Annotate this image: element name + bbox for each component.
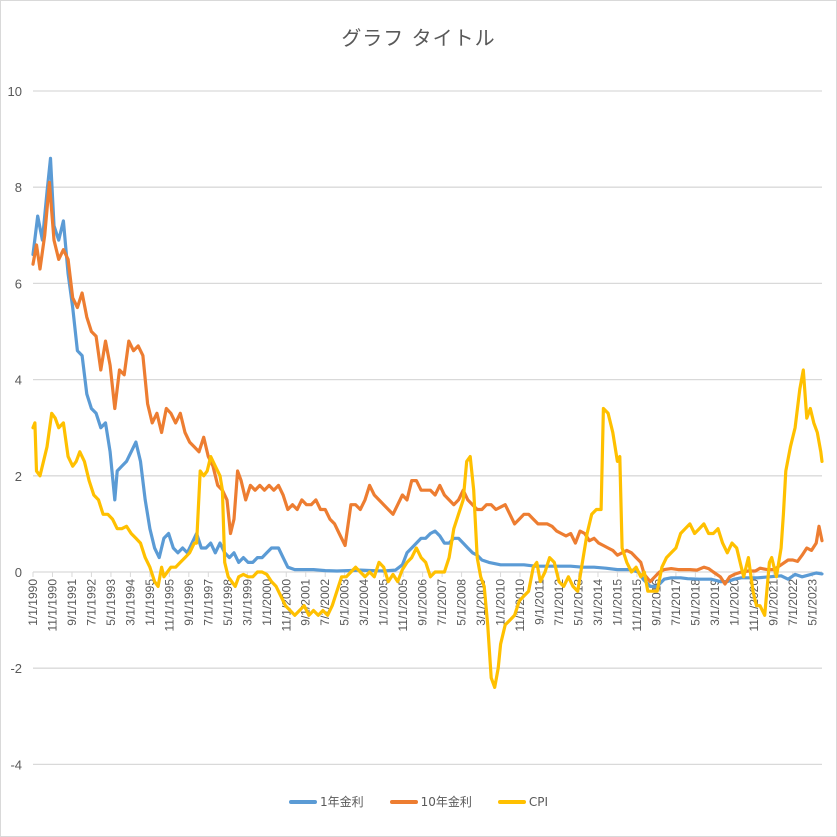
x-tick-label: 9/1/2001 (299, 579, 313, 626)
legend-swatch-1y (288, 799, 317, 804)
x-tick-label: 7/1/1992 (84, 579, 98, 626)
x-tick-label: 7/1/2022 (786, 579, 800, 626)
y-tick-label: -2 (10, 661, 22, 676)
x-tick-label: 1/1/2000 (260, 579, 274, 626)
x-tick-label: 5/1/1998 (221, 579, 235, 626)
x-tick-label: 9/1/2021 (766, 579, 780, 626)
x-tick-label: 1/1/2010 (494, 579, 508, 626)
x-tick-label: 1/1/1990 (26, 579, 40, 626)
x-tick-label: 5/1/2008 (455, 579, 469, 626)
x-tick-label: 11/1/1995 (162, 579, 176, 632)
series-lines (31, 156, 824, 690)
legend-item-cpi[interactable]: CPI (497, 793, 549, 810)
y-axis-labels: 10 8 6 4 2 0 -2 -4 (8, 84, 22, 772)
legend-item-1y[interactable]: 1年金利 (288, 793, 364, 810)
x-tick-label: 3/1/2004 (357, 579, 371, 626)
y-tick-label: 4 (15, 373, 22, 388)
legend-label-1y: 1年金利 (319, 795, 364, 809)
x-tick-label: 5/1/2023 (805, 579, 819, 626)
series-line-2 (31, 368, 824, 690)
chart-title: グラフ タイトル (341, 26, 496, 50)
x-tick-label: 3/1/1999 (240, 579, 254, 626)
y-tick-label: 6 (15, 276, 22, 291)
x-tick-label: 1/1/1995 (143, 579, 157, 626)
legend-swatch-10y (389, 799, 418, 804)
x-tick-label: 5/1/1993 (104, 579, 118, 626)
legend-item-10y[interactable]: 10年金利 (389, 793, 472, 810)
x-tick-label: 11/1/2020 (747, 579, 761, 632)
y-tick-label: 0 (15, 565, 22, 580)
x-tick-label: 3/1/2014 (591, 579, 605, 626)
series-line-1 (31, 180, 824, 586)
x-tick-label: 7/1/1997 (201, 579, 215, 626)
y-tick-label: 2 (15, 469, 22, 484)
x-tick-label: 11/1/2005 (396, 579, 410, 632)
legend-swatch-cpi (497, 799, 526, 804)
x-tick-label: 1/1/2020 (727, 579, 741, 626)
y-tick-label: 10 (8, 84, 22, 99)
x-tick-label: 9/1/2011 (533, 579, 547, 625)
x-tick-label: 9/1/1996 (182, 579, 196, 626)
x-tick-label: 11/1/2015 (630, 579, 644, 632)
x-tick-label: 5/1/2003 (338, 579, 352, 626)
y-tick-label: 8 (15, 180, 22, 195)
series-line-0 (31, 156, 824, 589)
x-axis: 1/1/1990 11/1/1990 9/1/1991 7/1/1992 5/1/199… (26, 571, 822, 632)
x-tick-label: 9/1/1991 (65, 579, 79, 626)
x-tick-label: 3/1/1994 (123, 579, 137, 626)
legend-label-10y: 10年金利 (420, 795, 472, 809)
x-tick-label: 9/1/2006 (416, 579, 430, 626)
x-tick-label: 3/1/2019 (708, 579, 722, 626)
legend: 1年金利 10年金利 CPI (0, 793, 837, 810)
x-tick-label: 11/1/2010 (513, 579, 527, 632)
x-tick-label: 11/1/1990 (45, 579, 59, 632)
x-tick-label: 7/1/2017 (669, 579, 683, 626)
y-tick-label: -4 (10, 757, 22, 772)
x-tick-label: 5/1/2018 (688, 579, 702, 626)
gridlines (33, 90, 822, 766)
x-tick-label: 7/1/2012 (552, 579, 566, 626)
x-tick-label: 7/1/2002 (318, 579, 332, 626)
x-tick-label: 1/1/2005 (377, 579, 391, 626)
x-tick-label: 7/1/2007 (435, 579, 449, 626)
x-tick-label: 1/1/2015 (610, 579, 624, 626)
legend-label-cpi: CPI (528, 794, 549, 809)
